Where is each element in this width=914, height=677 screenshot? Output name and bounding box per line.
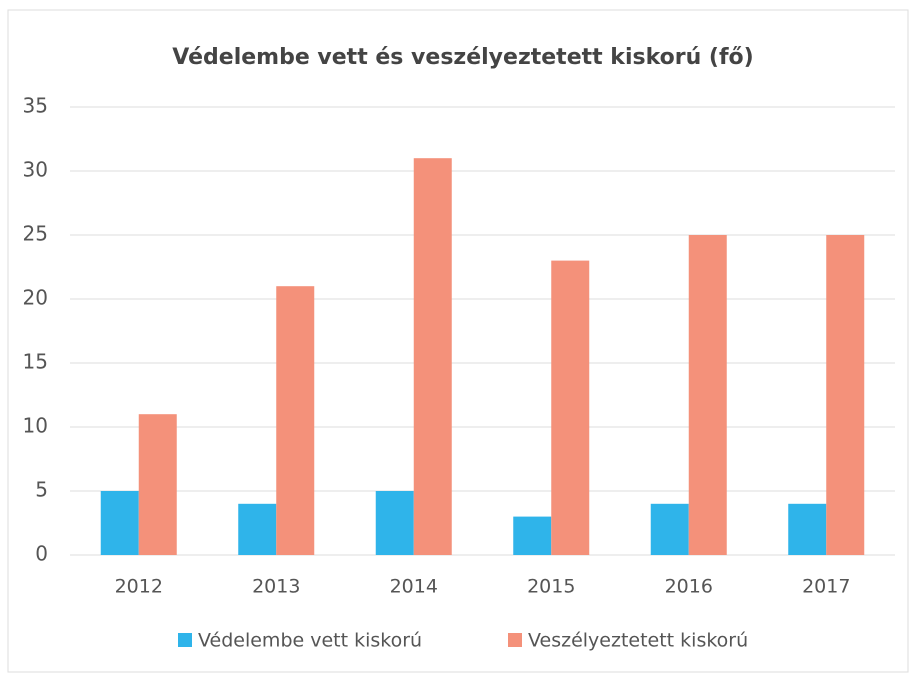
x-tick-label: 2016 [665, 576, 713, 598]
y-tick-label: 10 [23, 414, 48, 438]
x-tick-label: 2013 [252, 576, 300, 598]
bar [788, 503, 827, 555]
legend-swatch [178, 633, 192, 647]
y-tick-label: 35 [23, 94, 48, 118]
bar [826, 235, 865, 555]
legend-label: Veszélyeztetett kiskorú [528, 630, 748, 652]
y-tick-label: 20 [23, 286, 48, 310]
bar [138, 414, 177, 555]
bar [413, 158, 452, 555]
legend-swatch [508, 633, 522, 647]
bar [650, 503, 689, 555]
y-tick-label: 5 [35, 478, 48, 502]
x-tick-label: 2015 [527, 576, 575, 598]
bar [513, 516, 552, 555]
bar [238, 503, 277, 555]
x-tick-label: 2014 [390, 576, 438, 598]
bar [100, 491, 139, 555]
y-tick-label: 30 [23, 158, 48, 182]
x-tick-label: 2017 [802, 576, 850, 598]
bar [276, 286, 315, 555]
legend-label: Védelembe vett kiskorú [198, 630, 422, 652]
bar [688, 235, 727, 555]
chart-title: Védelembe vett és veszélyeztetett kiskor… [172, 45, 753, 70]
chart-frame [7, 9, 909, 673]
bar [551, 260, 590, 555]
y-tick-label: 25 [23, 222, 48, 246]
y-tick-label: 0 [35, 542, 48, 566]
bar [375, 491, 414, 555]
y-tick-label: 15 [23, 350, 48, 374]
x-tick-label: 2012 [115, 576, 163, 598]
